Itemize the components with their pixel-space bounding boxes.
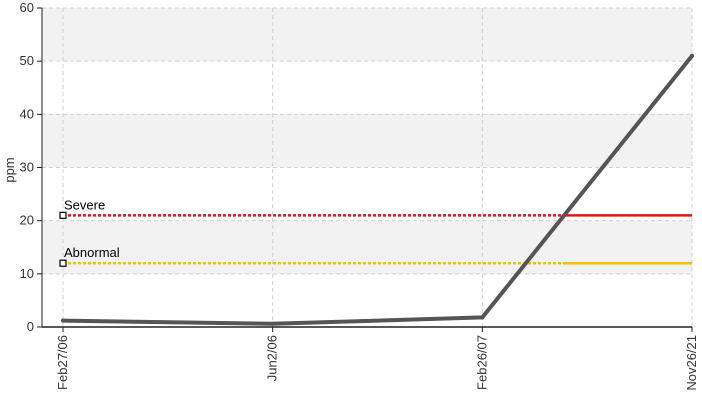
- threshold-marker: [59, 259, 67, 267]
- data-point: [480, 315, 485, 320]
- grid: [42, 7, 693, 327]
- y-axis-label: ppm: [2, 157, 17, 182]
- x-tick-label: Feb27/06: [55, 335, 70, 390]
- threshold-marker: [59, 211, 67, 219]
- background-band: [42, 114, 692, 168]
- x-tick-labels: Feb27/06 Jun2/06 Feb26/07 Nov26/21: [55, 335, 699, 391]
- y-tick-label: 20: [20, 213, 34, 228]
- x-tick-label: Feb26/07: [474, 335, 489, 390]
- y-tick-label: 50: [20, 53, 34, 68]
- series-line: [61, 53, 694, 326]
- series: [61, 53, 694, 326]
- data-point: [61, 318, 65, 323]
- threshold-lines: Severe Abnormal: [59, 197, 692, 267]
- threshold-label: Severe: [64, 197, 105, 212]
- threshold-label: Abnormal: [64, 245, 120, 260]
- y-tick-labels: 0 10 20 30 40 50 60: [20, 0, 34, 334]
- y-tick-label: 40: [20, 106, 34, 121]
- background-band: [42, 8, 692, 62]
- data-point: [270, 321, 275, 326]
- axes: [37, 7, 693, 332]
- x-tick-label: Jun2/06: [265, 335, 280, 381]
- y-tick-label: 30: [20, 160, 34, 175]
- y-tick-label: 10: [20, 266, 34, 281]
- background-band: [42, 220, 692, 274]
- x-tick-label: Nov26/21: [684, 335, 699, 391]
- data-point: [690, 53, 694, 58]
- background-bands: [42, 8, 692, 274]
- y-tick-label: 60: [20, 0, 34, 15]
- y-tick-label: 0: [27, 319, 34, 334]
